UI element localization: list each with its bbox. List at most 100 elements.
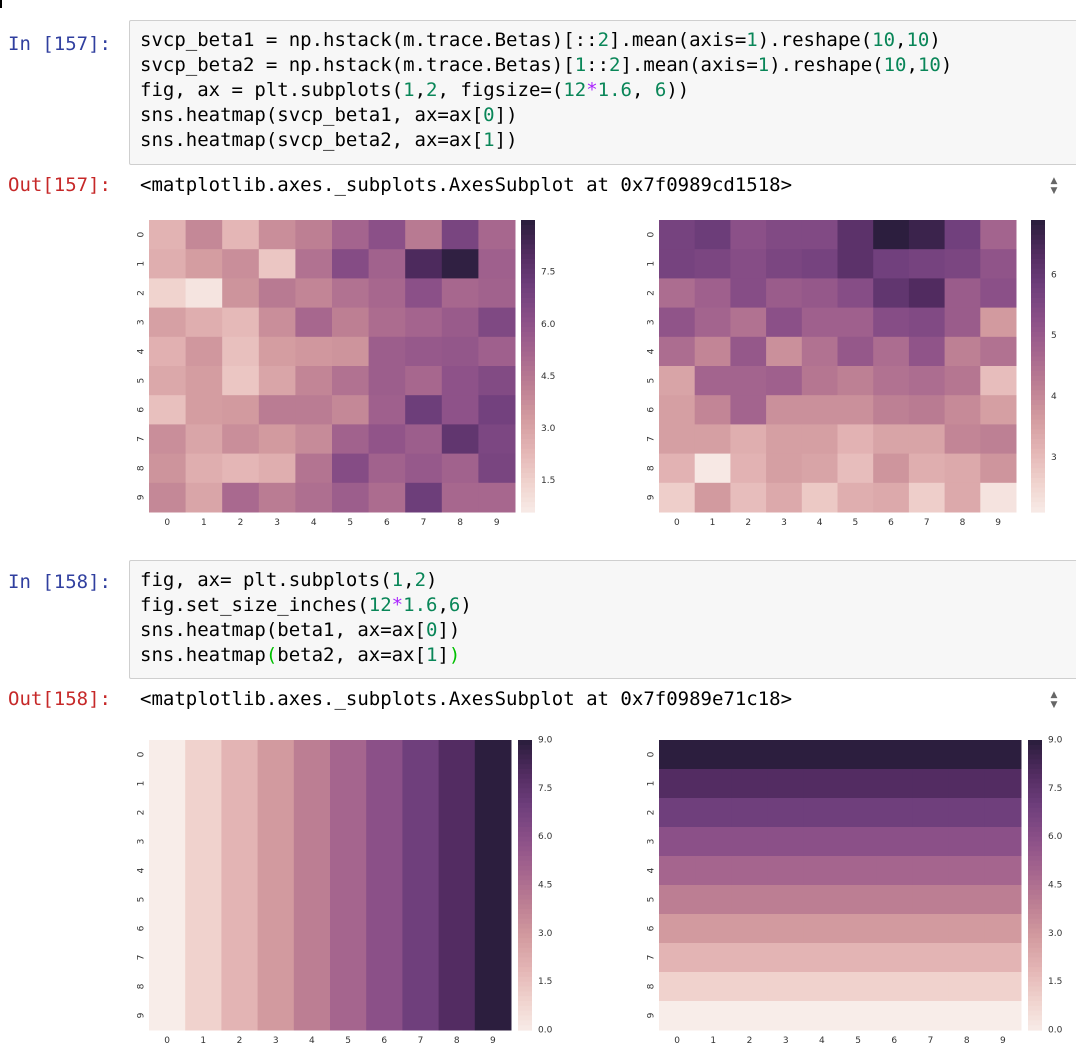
colorbar-segment (1031, 370, 1045, 377)
heatmap-cell (366, 1001, 403, 1031)
heatmap-cell (149, 972, 186, 1002)
colorbar-segment (1031, 322, 1045, 328)
colorbar-segment (1028, 1025, 1042, 1031)
colorbar-segment (521, 322, 535, 328)
heatmap-cell (873, 249, 910, 279)
colorbar-segment (1028, 996, 1042, 1002)
heatmap-cell (332, 424, 370, 455)
heatmap-cell (185, 220, 223, 250)
code-cell-158[interactable]: fig, ax= plt.subplots(1,2) fig.set_size_… (129, 560, 1076, 679)
heatmap-cell (478, 249, 516, 279)
colorbar-segment (1031, 468, 1045, 474)
code-line: sns.heatmap(beta2, ax=ax[1]) (140, 644, 461, 666)
colorbar-segment (521, 380, 535, 387)
colorbar-segment (521, 283, 535, 289)
colorbar-segment (521, 220, 535, 226)
heatmap-cell (332, 336, 370, 367)
heatmap-cell (330, 769, 367, 799)
heatmap-cell (980, 336, 1017, 367)
x-tick-label: 1 (710, 1036, 716, 1046)
heatmap-cell (402, 914, 440, 944)
heatmap-cell (840, 827, 877, 857)
heatmap-cell (402, 856, 440, 886)
colorbar-segment (1031, 463, 1045, 469)
colorbar-segment (1028, 807, 1042, 814)
heatmap-cell (221, 740, 259, 770)
heatmap-cell (767, 885, 805, 915)
heatmap-cell (695, 827, 732, 857)
y-tick-label: 3 (137, 319, 147, 325)
heatmap-cell (258, 336, 296, 367)
heatmap-cell (149, 740, 186, 770)
colorbar-segment (518, 783, 532, 789)
heatmap-cell (258, 307, 296, 338)
heatmap-cell (222, 278, 260, 309)
heatmap-cell (694, 424, 731, 455)
colorbar-segment (521, 409, 535, 416)
heatmap-cell (293, 740, 331, 770)
colorbar-segment (518, 1010, 532, 1017)
heatmap-cell (659, 914, 696, 944)
colorbar-segment (518, 1001, 532, 1007)
colorbar-segment (521, 312, 535, 318)
colorbar-segment (521, 297, 535, 304)
x-tick-label: 4 (311, 518, 317, 528)
heatmap-cell (730, 395, 767, 425)
colorbar-segment (1031, 341, 1045, 348)
heatmap-cell (948, 769, 986, 799)
colorbar-segment (518, 802, 532, 809)
x-tick-label: 7 (928, 1036, 934, 1046)
heatmap-cell (221, 1001, 259, 1031)
colorbar-segment (518, 812, 532, 818)
x-tick-label: 9 (995, 518, 1001, 528)
heatmap-cell (840, 769, 877, 799)
heatmap-cell (944, 395, 981, 425)
heatmap-cell (659, 249, 696, 279)
colorbar-segment (1028, 851, 1042, 857)
heatmap-cell (840, 798, 877, 828)
colorbar-segment (1031, 288, 1045, 294)
heatmap-cell (803, 740, 841, 770)
colorbar-segment (1031, 395, 1045, 401)
code-cell-157[interactable]: svcp_beta1 = np.hstack(m.trace.Betas)[::… (129, 20, 1076, 165)
x-tick-label: 1 (710, 518, 716, 528)
heatmap-cell (441, 482, 479, 513)
heatmap-cell (980, 278, 1017, 309)
heatmap-cell (767, 972, 805, 1002)
colorbar-segment (1031, 477, 1045, 484)
heatmap-cell (908, 482, 946, 513)
output-scroll-icon[interactable]: ▲ ▼ (1050, 690, 1058, 710)
colorbar-segment (1031, 258, 1045, 265)
colorbar-tick-label: 0.0 (538, 1026, 553, 1036)
heatmap-cell (767, 914, 805, 944)
colorbar-segment (1028, 967, 1042, 973)
heatmap-cell (766, 424, 803, 455)
heatmap-cell (694, 482, 731, 513)
colorbar-segment (1031, 336, 1045, 343)
y-tick-label: 3 (647, 839, 657, 845)
x-tick-label: 8 (454, 1036, 460, 1046)
heatmap-cell (803, 1001, 841, 1031)
colorbar-segment (1031, 331, 1045, 338)
heatmap-cell (478, 453, 516, 484)
heatmap-cell (912, 885, 950, 915)
colorbar-tick-label: 6.0 (541, 320, 556, 330)
output-scroll-icon[interactable]: ▲ ▼ (1050, 176, 1058, 196)
colorbar-segment (1028, 798, 1042, 804)
colorbar-segment (521, 390, 535, 396)
colorbar-segment (1031, 302, 1045, 309)
colorbar-segment (521, 448, 535, 455)
heatmap-cell (944, 220, 981, 250)
heatmap-cell (876, 740, 913, 770)
y-tick-label: 7 (647, 436, 657, 442)
heatmap-cell (873, 278, 910, 309)
heatmap-cell (730, 220, 767, 250)
colorbar-segment (1028, 754, 1042, 760)
colorbar-segment (1028, 952, 1042, 959)
colorbar-segment (1031, 458, 1045, 464)
heatmap-cell (222, 424, 260, 455)
heatmap-cell (438, 885, 476, 915)
heatmap-cell (731, 1001, 769, 1031)
heatmap-cell (912, 972, 950, 1002)
heatmap-cell (405, 220, 443, 250)
